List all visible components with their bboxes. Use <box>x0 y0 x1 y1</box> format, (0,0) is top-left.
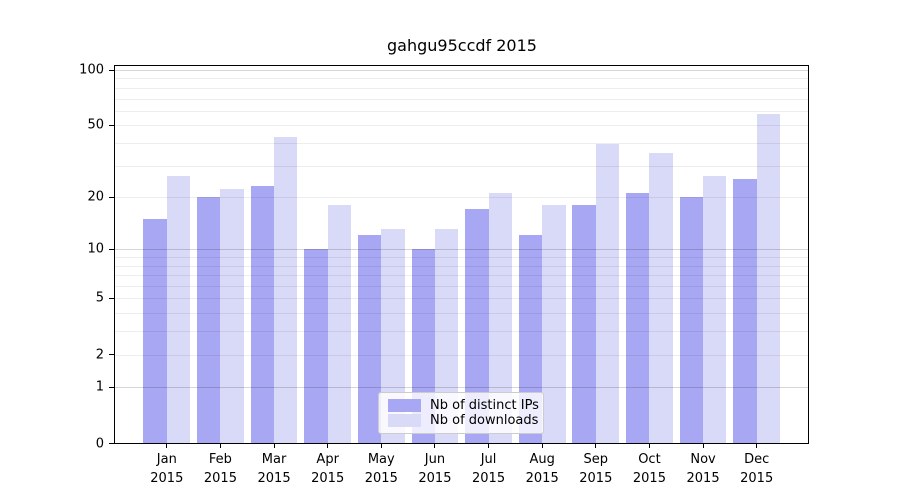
bar-distinct-ips-oct <box>626 192 650 443</box>
bar-downloads-aug <box>542 204 566 443</box>
bar-downloads-nov <box>703 176 727 443</box>
y-tick-label: 1 <box>95 379 104 395</box>
y-tick-label: 2 <box>95 347 104 363</box>
x-tick-label-apr: Apr 2015 <box>311 452 345 486</box>
minor-gridline <box>115 286 808 288</box>
legend-label-distinct-ips: Nb of distinct IPs <box>430 398 539 413</box>
bar-downloads-dec <box>756 114 781 443</box>
y-tick-mark <box>109 248 114 250</box>
minor-gridline <box>115 197 808 199</box>
y-tick-mark <box>109 386 114 388</box>
bar-distinct-ips-may <box>357 235 382 443</box>
bar-distinct-ips-aug <box>518 235 543 443</box>
legend-row-distinct-ips: Nb of distinct IPs <box>388 398 539 413</box>
y-tick-mark <box>109 69 114 71</box>
downloads-swatch-icon <box>388 414 421 427</box>
y-tick-label: 100 <box>79 62 104 78</box>
y-tick-label: 5 <box>95 290 104 306</box>
x-tick-label-mar: Mar 2015 <box>257 452 291 486</box>
bar-downloads-jul <box>488 192 512 443</box>
minor-gridline <box>115 110 808 112</box>
x-tick-label-jan: Jan 2015 <box>150 452 184 486</box>
bar-downloads-apr <box>327 204 352 443</box>
bar-distinct-ips-apr <box>304 248 328 443</box>
minor-gridline <box>115 331 808 333</box>
minor-gridline <box>115 265 808 267</box>
y-tick-mark <box>109 297 114 299</box>
x-tick-label-aug: Aug 2015 <box>525 452 559 486</box>
minor-gridline <box>115 142 808 144</box>
bar-downloads-jan <box>166 176 191 443</box>
bar-distinct-ips-nov <box>679 196 704 443</box>
y-tick-label: 0 <box>95 436 104 451</box>
y-tick-mark <box>109 196 114 198</box>
x-tick-mark <box>166 443 168 448</box>
plot-area <box>115 66 808 443</box>
x-tick-mark <box>434 443 436 448</box>
major-gridline <box>115 249 808 251</box>
minor-gridline <box>115 165 808 167</box>
legend: Nb of distinct IPs Nb of downloads <box>378 392 544 434</box>
y-tick-mark <box>109 354 114 356</box>
x-tick-label-nov: Nov 2015 <box>686 452 720 486</box>
y-tick-mark <box>109 124 114 126</box>
x-tick-mark <box>595 443 597 448</box>
minor-gridline <box>115 257 808 259</box>
bar-downloads-jun <box>434 229 459 443</box>
bar-distinct-ips-sep <box>572 204 596 443</box>
bar-distinct-ips-dec <box>733 179 757 443</box>
bar-downloads-oct <box>649 153 673 443</box>
minor-gridline <box>115 98 808 100</box>
bar-downloads-may <box>381 229 405 443</box>
y-tick-mark <box>109 443 114 444</box>
minor-gridline <box>115 78 808 80</box>
legend-row-downloads: Nb of downloads <box>388 413 539 428</box>
y-tick-label: 20 <box>87 189 104 205</box>
x-tick-mark <box>273 443 275 448</box>
x-tick-mark <box>219 443 221 448</box>
minor-gridline <box>115 87 808 89</box>
x-tick-label-jul: Jul 2015 <box>472 452 506 486</box>
bar-downloads-mar <box>274 136 298 443</box>
x-tick-mark <box>648 443 650 448</box>
minor-gridline <box>115 298 808 300</box>
minor-gridline <box>115 313 808 315</box>
x-tick-label-dec: Dec 2015 <box>740 452 774 486</box>
major-gridline <box>115 70 808 71</box>
chart-title: gahgu95ccdf 2015 <box>387 36 537 55</box>
x-tick-label-may: May 2015 <box>364 452 398 486</box>
x-tick-mark <box>702 443 704 448</box>
distinct-ips-swatch-icon <box>388 399 421 412</box>
bar-downloads-sep <box>595 144 620 443</box>
y-tick-label: 50 <box>87 117 104 133</box>
bar-distinct-ips-jul <box>465 209 489 443</box>
bar-distinct-ips-jan <box>143 218 167 443</box>
bar-downloads-feb <box>220 189 244 443</box>
x-tick-mark <box>541 443 543 448</box>
bar-distinct-ips-mar <box>250 185 275 443</box>
major-gridline <box>115 387 808 389</box>
x-tick-label-sep: Sep 2015 <box>579 452 613 486</box>
x-tick-mark <box>756 443 758 448</box>
legend-label-downloads: Nb of downloads <box>430 413 539 428</box>
x-tick-mark <box>327 443 329 448</box>
minor-gridline <box>115 354 808 356</box>
x-tick-label-oct: Oct 2015 <box>632 452 666 486</box>
minor-gridline <box>115 125 808 127</box>
x-tick-mark <box>380 443 382 448</box>
y-tick-label: 10 <box>87 241 104 257</box>
x-tick-label-jun: Jun 2015 <box>418 452 452 486</box>
x-tick-label-feb: Feb 2015 <box>203 452 237 486</box>
x-tick-mark <box>488 443 490 448</box>
bar-distinct-ips-feb <box>197 196 221 443</box>
minor-gridline <box>115 275 808 277</box>
